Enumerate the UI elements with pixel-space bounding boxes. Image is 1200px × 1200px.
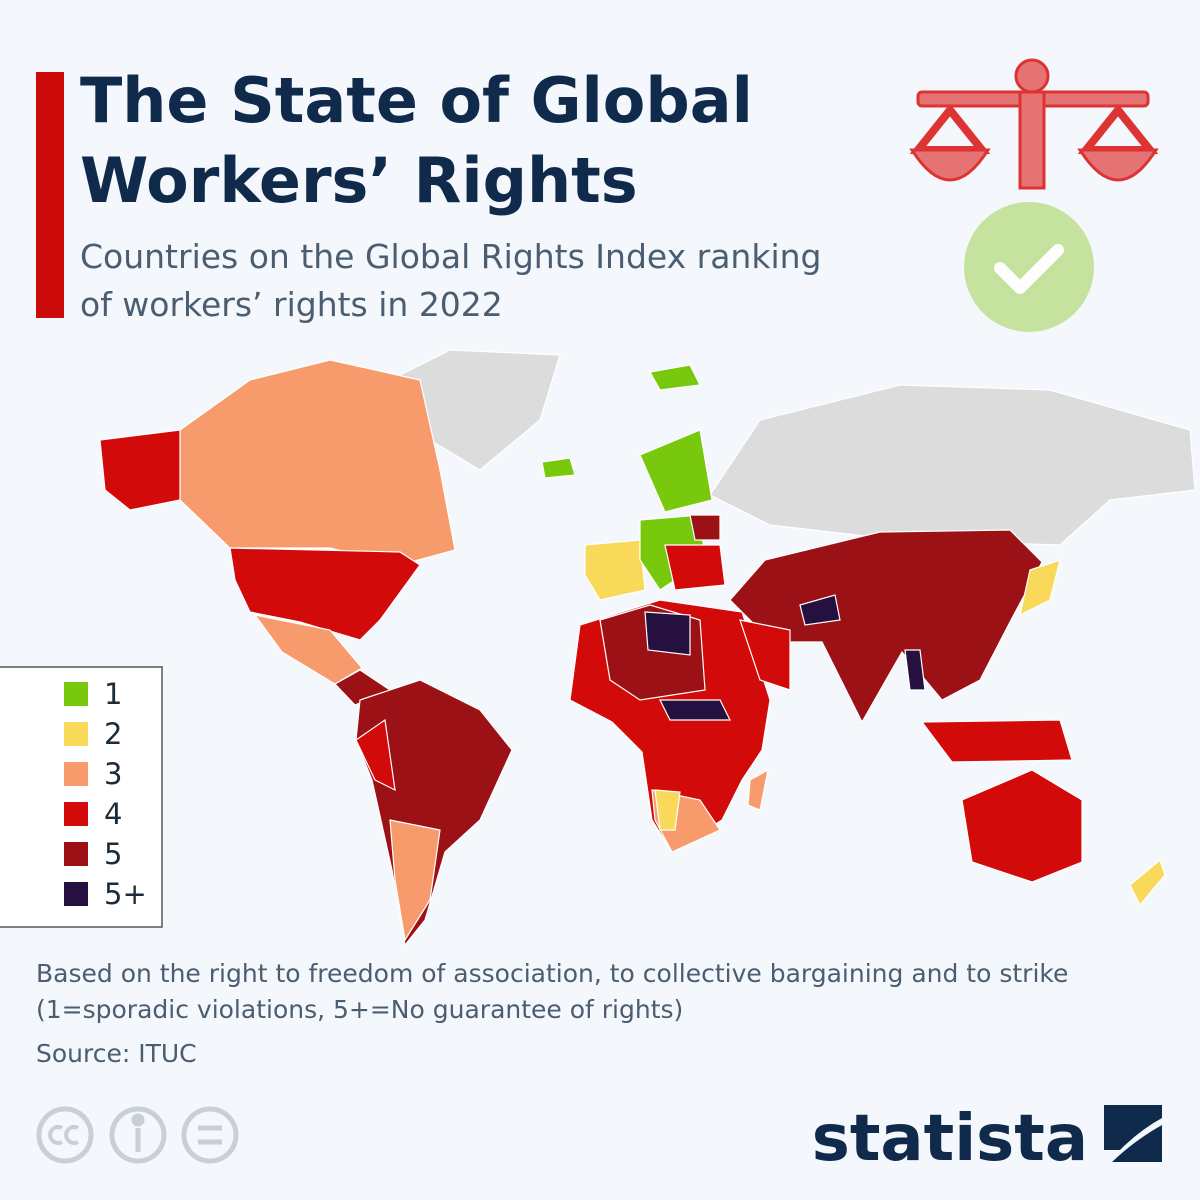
legend-label: 3 xyxy=(104,757,122,791)
legend-swatch xyxy=(64,882,88,906)
legend-swatch xyxy=(64,682,88,706)
footnote: (1=sporadic violations, 5+=No guarantee … xyxy=(36,995,683,1024)
legend-swatch xyxy=(64,722,88,746)
accent-bar xyxy=(36,72,64,318)
brand-mark xyxy=(1104,1105,1162,1162)
source: Source: ITUC xyxy=(36,1039,197,1068)
legend-label: 5+ xyxy=(104,877,147,911)
legend-swatch xyxy=(64,802,88,826)
check-icon xyxy=(964,202,1094,332)
footnote: Based on the right to freedom of associa… xyxy=(36,959,1068,988)
legend-swatch xyxy=(64,842,88,866)
legend-label: 5 xyxy=(104,837,122,871)
legend-swatch xyxy=(64,762,88,786)
subtitle: of workers’ rights in 2022 xyxy=(80,285,503,324)
license-icons xyxy=(36,1106,239,1164)
brand-logo: statista xyxy=(812,1102,1088,1176)
legend: 1 2 3 4 5 5+ xyxy=(64,677,147,911)
world-map xyxy=(99,349,1196,947)
title: Workers’ Rights xyxy=(80,144,638,217)
legend-label: 1 xyxy=(104,677,122,711)
legend-label: 2 xyxy=(104,717,122,751)
subtitle: Countries on the Global Rights Index ran… xyxy=(80,237,822,276)
scales-icon xyxy=(909,58,1159,190)
legend-label: 4 xyxy=(104,797,122,831)
title: The State of Global xyxy=(80,64,753,137)
